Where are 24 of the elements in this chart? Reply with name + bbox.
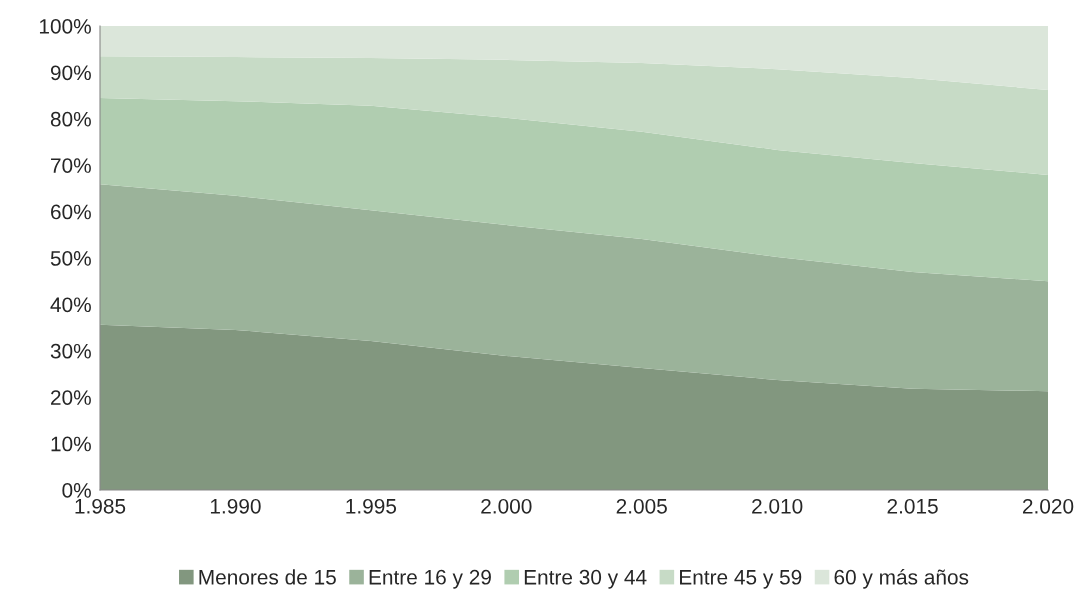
x-tick-label: 2.015 bbox=[887, 498, 938, 514]
x-tick-label: 2.000 bbox=[481, 498, 532, 514]
y-tick-label: 60% bbox=[51, 204, 91, 220]
x-tick-label: 1.985 bbox=[75, 498, 126, 514]
legend-label: Menores de 15 bbox=[199, 569, 336, 585]
y-tick-label: 20% bbox=[51, 390, 91, 405]
x-tick-label: 1.995 bbox=[346, 498, 397, 514]
y-tick-label: 100% bbox=[39, 19, 91, 34]
legend-label: 60 y más años bbox=[834, 569, 969, 589]
x-tick-label: 2.020 bbox=[1022, 498, 1074, 514]
y-tick-label: 40% bbox=[50, 297, 91, 313]
x-tick-label: 1.990 bbox=[210, 498, 261, 514]
legend-label: Entre 45 y 59 bbox=[680, 569, 802, 589]
y-tick-label: 90% bbox=[50, 65, 91, 81]
y-tick-label: 10% bbox=[51, 436, 91, 452]
y-tick-label: 70% bbox=[51, 158, 91, 173]
x-tick-label: 2.005 bbox=[616, 498, 667, 514]
y-tick-label: 80% bbox=[50, 111, 91, 127]
x-tick-label: 2.010 bbox=[752, 498, 803, 514]
y-tick-label: 50% bbox=[50, 251, 91, 266]
legend-label: Entre 16 y 29 bbox=[369, 569, 491, 589]
y-tick-label: 30% bbox=[50, 343, 91, 359]
y-tick-label: 0% bbox=[62, 483, 91, 498]
legend-label: Entre 30 y 44 bbox=[524, 569, 647, 589]
